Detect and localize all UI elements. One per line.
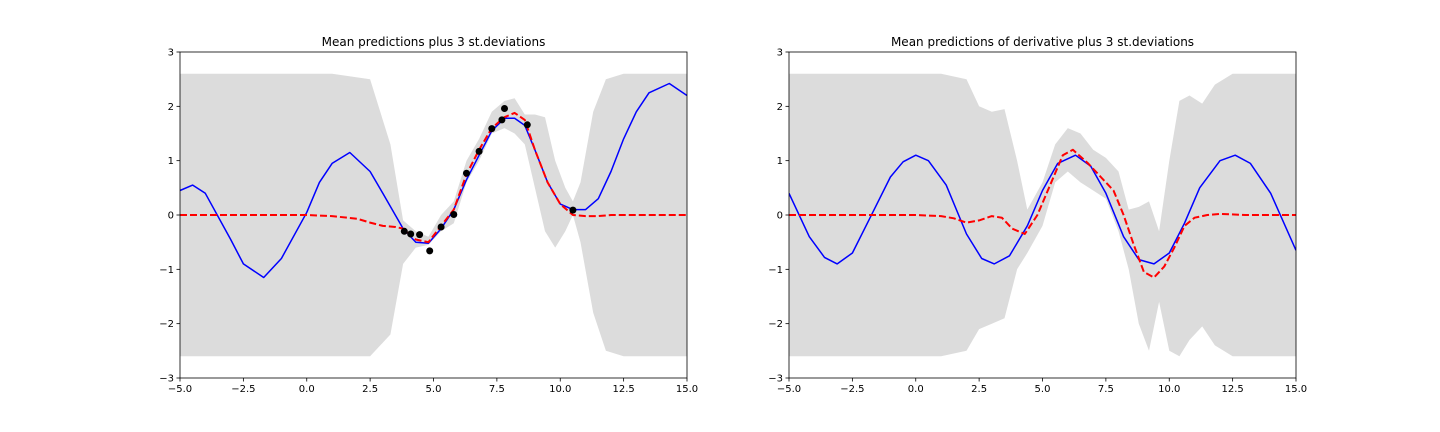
dashed-prediction-line [180, 111, 687, 244]
y-tick-label: −1 [768, 265, 783, 276]
observation-point [450, 211, 458, 218]
y-tick-label: 1 [168, 156, 174, 167]
x-tick-label: 10.0 [1158, 384, 1180, 395]
x-tick-label: −2.5 [231, 384, 255, 395]
observation-point [407, 230, 415, 238]
chart-title: Mean predictions of derivative plus 3 st… [891, 35, 1194, 49]
x-tick-label: 15.0 [1285, 384, 1307, 395]
chart-panel-1: −5.0 −2.5 0.0 2.5 5.0 7.5 10.0 12.5 15.0 −3 −2 −1 0 1… [159, 35, 698, 395]
x-tick-label: 2.5 [971, 384, 987, 395]
confidence-band [789, 73, 1296, 357]
plot-area [180, 73, 687, 357]
observation-point [523, 121, 531, 129]
observation-point [426, 247, 434, 255]
observation-point [463, 169, 470, 177]
x-tick-label: 0.0 [908, 384, 924, 395]
observation-point [501, 105, 508, 112]
observation-point [498, 116, 506, 124]
x-tick-label: 7.5 [489, 384, 505, 395]
y-tick-label: 2 [777, 102, 783, 113]
y-tick-label: −1 [159, 265, 174, 276]
y-tick-label: 1 [777, 156, 783, 167]
x-tick-label: −5.0 [168, 384, 192, 395]
y-tick-label: 0 [777, 211, 783, 222]
x-tick-label: 7.5 [1098, 384, 1114, 395]
confidence-band [180, 73, 687, 357]
y-tick-label: 2 [168, 102, 174, 113]
x-tick-label: 5.0 [426, 384, 442, 395]
chart-title: Mean predictions plus 3 st.deviations [322, 35, 546, 49]
observation-point [437, 223, 445, 231]
dashed-prediction-line [789, 148, 1296, 279]
x-tick-label: 12.5 [612, 384, 634, 395]
y-tick-label: 3 [777, 48, 783, 59]
chart-panel-2: −5.0 −2.5 0.0 2.5 5.0 7.5 10.0 12.5 15.0 −3 −2 −1 0 1… [768, 35, 1307, 395]
x-tick-label: 15.0 [676, 384, 698, 395]
x-tick-label: 5.0 [1035, 384, 1051, 395]
y-tick-label: −2 [768, 319, 783, 330]
x-tick-label: 10.0 [549, 384, 571, 395]
observation-point [475, 147, 483, 155]
x-tick-label: −2.5 [840, 384, 864, 395]
observation-point [416, 231, 424, 239]
y-tick-label: 3 [168, 48, 174, 59]
x-tick-label: 2.5 [362, 384, 378, 395]
y-tick-label: −3 [768, 374, 783, 385]
x-tick-label: −5.0 [777, 384, 801, 395]
y-tick-label: 0 [168, 211, 174, 222]
observation-point [569, 206, 577, 214]
solid-mean-line [789, 154, 1296, 265]
observation-point [400, 227, 408, 235]
x-tick-label: 12.5 [1221, 384, 1243, 395]
x-tick-label: 0.0 [299, 384, 315, 395]
y-tick-label: −2 [159, 319, 174, 330]
observation-point [488, 125, 496, 133]
plot-area [789, 73, 1296, 357]
y-tick-label: −3 [159, 374, 174, 385]
